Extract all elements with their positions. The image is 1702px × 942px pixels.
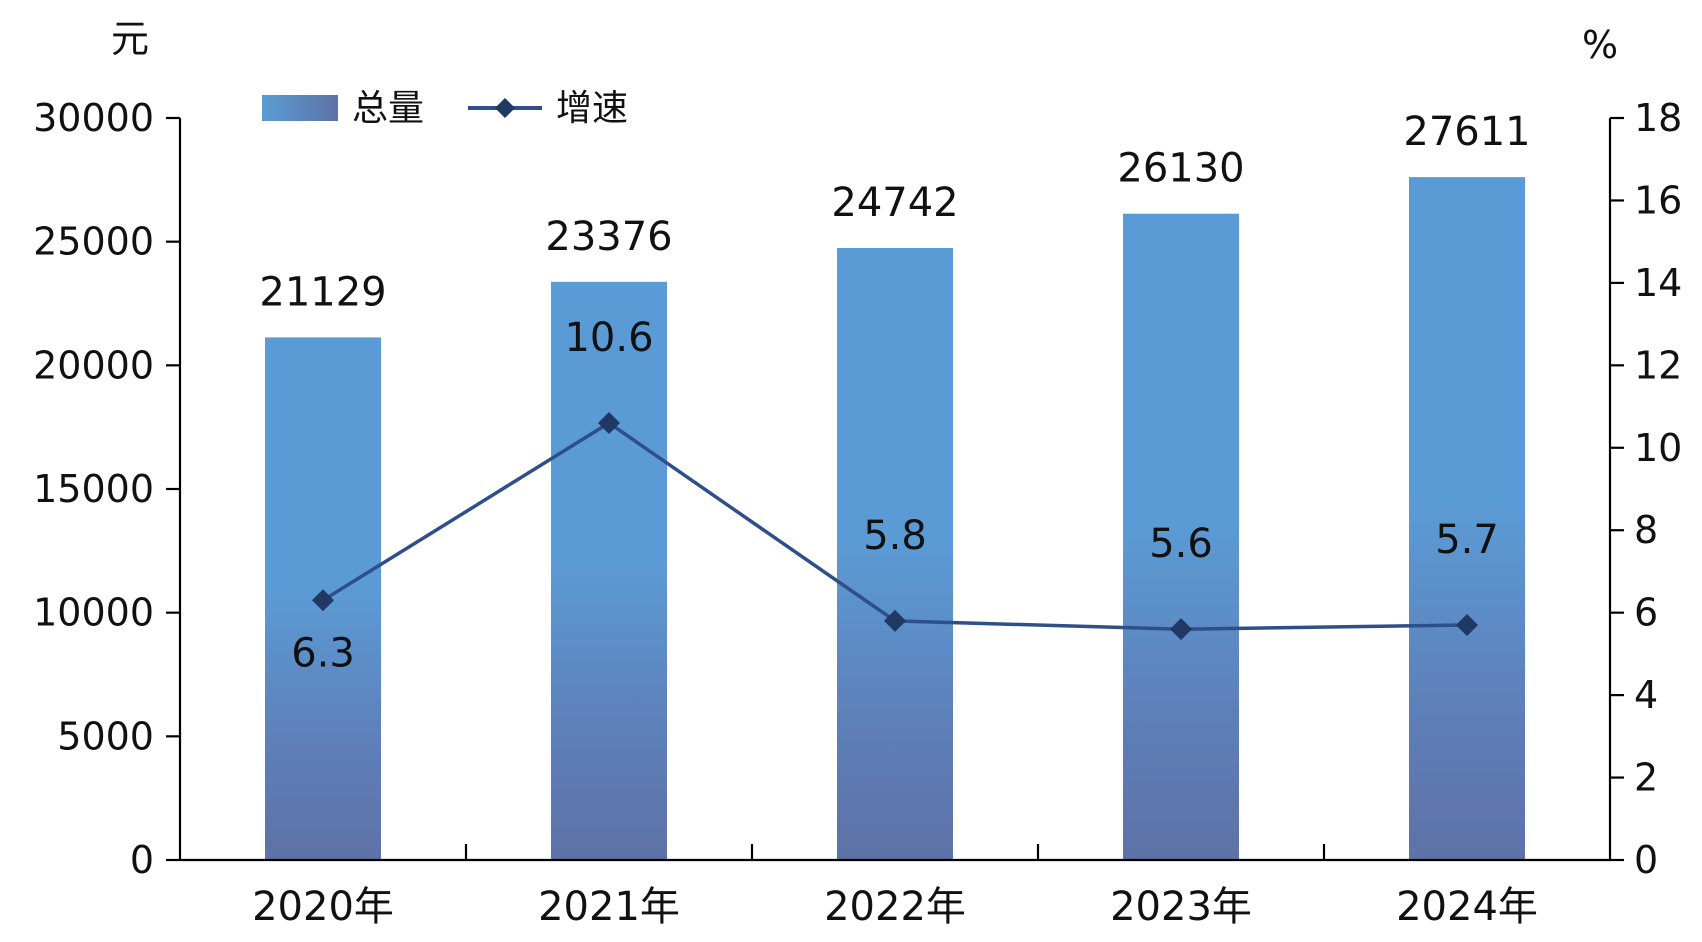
left-axis-tick-label: 25000 — [33, 220, 154, 264]
right-axis-tick-label: 16 — [1634, 178, 1682, 222]
right-axis-tick-label: 4 — [1634, 673, 1658, 717]
x-axis-category-label: 2020年 — [252, 884, 394, 930]
right-axis-tick-label: 6 — [1634, 591, 1658, 635]
growth-point-marker — [884, 609, 906, 632]
bar-value-label: 26130 — [1117, 146, 1244, 192]
bar-value-label: 27611 — [1403, 109, 1530, 155]
legend-label-bar: 总量 — [352, 88, 424, 129]
x-axis-category-label: 2021年 — [538, 884, 680, 930]
bar-2021年 — [551, 281, 667, 860]
data-labels-group: 21129 23376 24742 26130 27611 6.3 10.6 5.8 5.6 5.… — [259, 109, 1530, 676]
axes-group: 0 5000 10000 15000 20000 25000 30000 0 2 4 6 8 10 12 1… — [33, 96, 1682, 930]
right-axis-tick-label: 2 — [1634, 756, 1658, 800]
growth-value-label: 6.3 — [291, 630, 355, 676]
right-axis-tick-label: 18 — [1634, 96, 1682, 140]
right-axis-unit: % — [1582, 23, 1618, 67]
growth-point-marker — [312, 589, 334, 612]
x-axis-category-label: 2023年 — [1110, 884, 1252, 930]
bar-value-label: 23376 — [545, 214, 672, 260]
growth-value-label: 10.6 — [564, 315, 653, 361]
growth-value-label: 5.6 — [1149, 521, 1213, 567]
left-axis-tick-label: 10000 — [33, 591, 154, 635]
growth-point-marker — [598, 412, 620, 435]
left-axis-tick-label: 30000 — [33, 96, 154, 140]
left-axis-tick-label: 0 — [130, 838, 154, 882]
bar-value-label: 24742 — [831, 180, 958, 226]
right-axis-tick-label: 10 — [1634, 426, 1682, 470]
growth-point-marker — [1456, 614, 1478, 637]
left-axis-unit: 元 — [111, 17, 149, 61]
bar-value-label: 21129 — [259, 269, 386, 315]
left-axis-tick-label: 15000 — [33, 467, 154, 511]
growth-value-label: 5.7 — [1435, 517, 1499, 563]
right-axis-tick-label: 0 — [1634, 838, 1658, 882]
legend-swatch-marker — [495, 98, 515, 118]
x-axis-category-label: 2022年 — [824, 884, 966, 930]
bar-2022年 — [837, 248, 953, 860]
x-axis-category-label: 2024年 — [1396, 884, 1538, 930]
right-axis-tick-label: 8 — [1634, 508, 1658, 552]
left-axis-tick-label: 20000 — [33, 343, 154, 387]
bar-2023年 — [1123, 213, 1239, 860]
legend-swatch-bar — [262, 95, 338, 121]
bar-2024年 — [1409, 177, 1525, 861]
left-axis-tick-label: 5000 — [57, 714, 154, 758]
growth-point-marker — [1170, 618, 1192, 641]
right-axis-tick-label: 14 — [1634, 261, 1682, 305]
bars-group — [265, 177, 1525, 861]
growth-value-label: 5.8 — [863, 513, 927, 559]
legend: 总量 增速 — [262, 88, 628, 129]
legend-label-line: 增速 — [556, 88, 628, 129]
growth-line-group — [312, 412, 1478, 641]
right-axis-tick-label: 12 — [1634, 343, 1682, 387]
